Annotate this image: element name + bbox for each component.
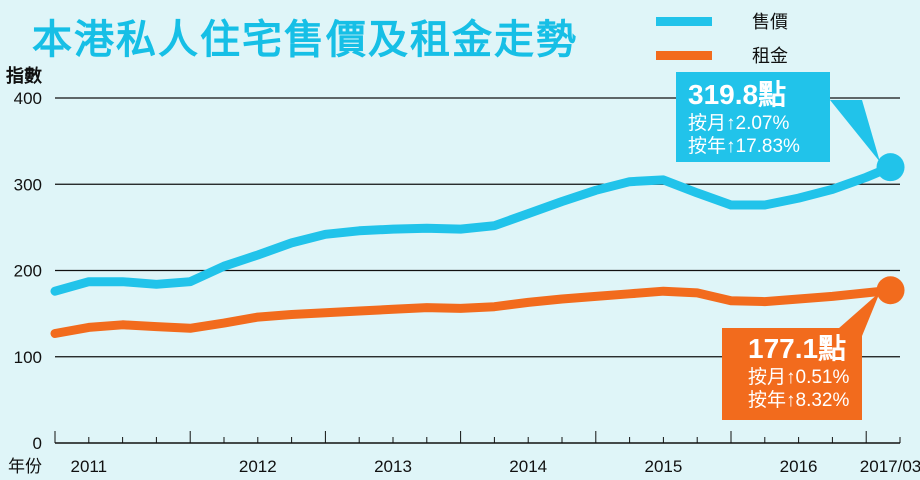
x-axis: 年份 2011 2012 2013 2014 2015 2016 2017/03 xyxy=(8,431,920,476)
series-group xyxy=(50,153,905,338)
y-tick-label-100: 100 xyxy=(14,348,42,367)
x-tick-label-2015: 2015 xyxy=(644,457,682,476)
x-axis-title: 年份 xyxy=(8,457,42,476)
y-tick-label-0: 0 xyxy=(33,434,42,453)
grid-lines xyxy=(55,97,900,444)
x-tick-label-2011: 2011 xyxy=(71,457,108,476)
legend-label-price: 售價 xyxy=(752,12,788,33)
price-callout-mom: 按月↑2.07% xyxy=(688,113,790,134)
x-tick-label-2013: 2013 xyxy=(374,457,412,476)
legend-label-rent: 租金 xyxy=(752,46,788,67)
rent-callout-pointer xyxy=(830,292,880,336)
legend-item-rent: 租金 xyxy=(656,42,788,68)
legend-swatch-rent xyxy=(656,50,712,60)
price-callout-value: 319.8點 xyxy=(688,79,787,110)
x-tick-label-2017/03: 2017/03 xyxy=(860,457,920,476)
series-line-price xyxy=(50,162,895,296)
x-tick-label-2016: 2016 xyxy=(780,457,818,476)
legend-swatch-price xyxy=(656,16,712,26)
rent-callout-mom: 按月↑0.51% xyxy=(748,367,850,388)
rent-callout-yoy: 按年↑8.32% xyxy=(748,390,850,411)
end-point-rent xyxy=(876,276,905,305)
x-tick-label-2012: 2012 xyxy=(239,457,277,476)
price-callout: 319.8點 按月↑2.07% 按年↑17.83% xyxy=(676,72,830,162)
end-point-price xyxy=(876,153,905,182)
x-tick-label-2014: 2014 xyxy=(509,457,547,476)
y-tick-label-300: 300 xyxy=(14,175,42,194)
chart-title: 本港私人住宅售價及租金走勢 xyxy=(32,17,578,63)
series-line-rent xyxy=(50,285,895,338)
price-callout-pointer xyxy=(830,100,880,162)
legend-item-price: 售價 xyxy=(656,8,788,34)
rent-callout-value: 177.1點 xyxy=(748,333,847,364)
y-axis-title: 指數 xyxy=(6,66,42,87)
price-callout-yoy: 按年↑17.83% xyxy=(688,136,800,157)
rent-callout: 177.1點 按月↑0.51% 按年↑8.32% xyxy=(722,328,862,420)
y-axis-ticks: 0 100 200 300 400 xyxy=(14,89,42,453)
y-tick-label-200: 200 xyxy=(14,262,42,281)
y-tick-label-400: 400 xyxy=(14,89,42,108)
